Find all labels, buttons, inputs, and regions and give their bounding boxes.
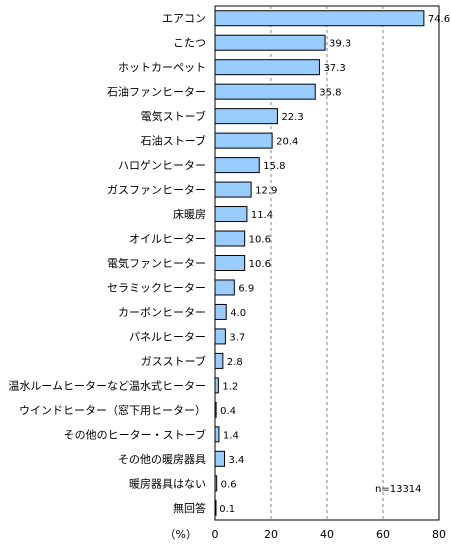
value-label: 0.6 <box>221 479 237 490</box>
value-labels: 74.6 39.3 37.3 35.8 22.3 20.4 15.8 12.9 11.4 10.6… <box>219 14 450 515</box>
value-label: 11.4 <box>251 210 273 221</box>
category-label: エアコン <box>162 12 206 25</box>
category-label: ガスストーブ <box>141 354 206 368</box>
value-label: 22.3 <box>281 112 303 123</box>
bar <box>214 108 278 125</box>
value-label: 0.1 <box>219 504 235 515</box>
sample-size-note: n=13314 <box>375 484 422 495</box>
bar <box>214 377 219 394</box>
x-axis-unit-label: （%） <box>165 528 197 541</box>
x-tick-label: 80 <box>432 528 446 541</box>
category-label: ウインドヒーター（窓下用ヒーター） <box>19 403 206 417</box>
value-label: 2.8 <box>227 357 243 368</box>
value-label: 10.6 <box>249 235 271 246</box>
bar <box>214 255 246 271</box>
category-label: 石油ファンヒーター <box>107 85 206 99</box>
category-label: パネルヒーター <box>129 330 206 343</box>
value-label: 1.4 <box>223 430 239 441</box>
category-labels: エアコンこたつホットカーペット石油ファンヒーター電気ストーブ石油ストーブハロゲン… <box>8 12 206 515</box>
bars <box>214 10 425 516</box>
category-label: その他のヒーター・ストーブ <box>64 427 206 441</box>
value-label: 74.6 <box>428 14 450 25</box>
value-label: 37.3 <box>323 63 345 74</box>
category-label: その他の暖房器具 <box>118 453 206 466</box>
bar <box>214 206 248 223</box>
x-tick-label: 0 <box>212 528 219 541</box>
category-label: カーボンヒーター <box>118 306 206 319</box>
category-label: 石油ストーブ <box>141 134 206 148</box>
x-axis-ticks: 0 20 40 60 80 <box>212 528 447 541</box>
bar <box>214 34 326 51</box>
category-label: ガスファンヒーター <box>107 184 206 197</box>
bar <box>214 499 217 516</box>
bar <box>214 230 246 247</box>
value-label: 6.9 <box>238 283 254 294</box>
bar <box>214 10 425 27</box>
value-label: 0.4 <box>220 406 236 417</box>
category-label: 暖房器具はない <box>129 477 206 490</box>
bar <box>214 426 220 443</box>
value-label: 3.7 <box>229 332 245 343</box>
x-tick-label: 40 <box>320 528 334 541</box>
x-tick-label: 60 <box>376 528 390 541</box>
bar <box>214 279 235 296</box>
value-label: 15.8 <box>263 161 285 172</box>
category-label: ホットカーペット <box>118 61 206 74</box>
category-label: 無回答 <box>173 501 206 515</box>
bar <box>214 132 273 149</box>
value-label: 39.3 <box>329 39 351 50</box>
category-label: ハロゲンヒーター <box>118 159 206 172</box>
bar <box>214 328 226 345</box>
bar <box>214 303 227 320</box>
category-label: 電気ストーブ <box>141 109 206 123</box>
value-label: 1.2 <box>222 381 238 392</box>
bar <box>214 450 226 467</box>
bar <box>214 352 224 369</box>
value-label: 35.8 <box>319 88 341 99</box>
category-label: 電気ファンヒーター <box>107 256 206 270</box>
bar <box>214 59 320 76</box>
category-label: 温水ルームヒーターなど温水式ヒーター <box>8 379 206 392</box>
value-label: 10.6 <box>249 259 271 270</box>
bar <box>214 401 217 418</box>
bar <box>214 83 316 100</box>
category-label: こたつ <box>173 37 206 50</box>
category-label: 床暖房 <box>173 207 206 221</box>
category-label: オイルヒーター <box>129 233 206 246</box>
x-tick-label: 20 <box>264 528 278 541</box>
category-label: セラミックヒーター <box>107 281 206 294</box>
value-label: 20.4 <box>276 137 298 148</box>
value-label: 12.9 <box>255 186 277 197</box>
value-label: 4.0 <box>230 308 246 319</box>
bar <box>214 475 218 492</box>
value-label: 3.4 <box>229 455 245 466</box>
bar <box>214 157 260 174</box>
bar <box>214 181 252 198</box>
